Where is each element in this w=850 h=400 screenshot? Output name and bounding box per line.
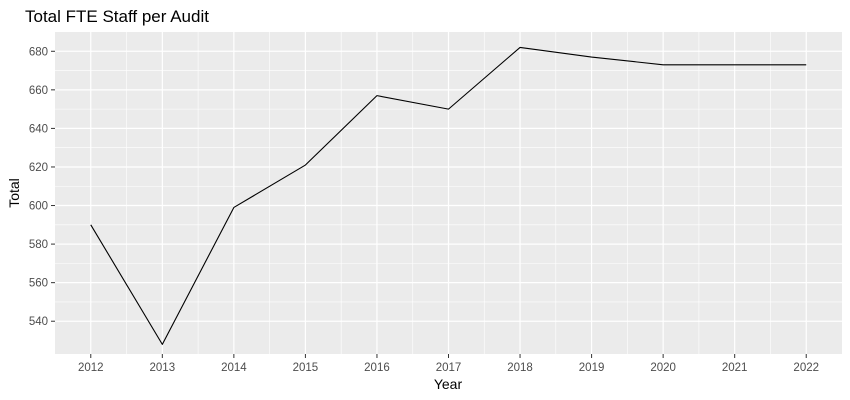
y-tick-label: 540 [29,316,48,328]
x-tick-label: 2014 [221,362,247,374]
y-axis-title: Total [6,178,22,208]
y-tick-label: 660 [29,85,48,97]
y-tick-label: 640 [29,123,48,135]
series-line [90,46,807,345]
x-tick-label: 2018 [507,362,533,374]
y-axis: 540 560 580 600 620 640 660 680 [29,46,55,328]
chart-title: Total FTE Staff per Audit [25,7,209,26]
x-axis: 2012 2013 2014 2015 2016 2017 2018 2019 2020 2021… [78,354,819,374]
x-tick-label: 2019 [579,362,605,374]
series-layer [90,46,807,345]
x-tick-label: 2016 [364,362,390,374]
y-tick-label: 580 [29,239,48,251]
x-axis-title: Year [434,376,463,392]
x-tick-label: 2012 [78,362,104,374]
y-tick-label: 560 [29,278,48,290]
y-tick-label: 620 [29,162,48,174]
x-tick-label: 2017 [436,362,462,374]
y-tick-label: 680 [29,46,48,58]
x-tick-label: 2015 [293,362,319,374]
x-tick-label: 2013 [150,362,176,374]
x-tick-label: 2021 [722,362,748,374]
y-tick-label: 600 [29,201,48,213]
major-gridlines [55,32,842,354]
x-tick-label: 2022 [793,362,819,374]
x-tick-label: 2020 [650,362,676,374]
